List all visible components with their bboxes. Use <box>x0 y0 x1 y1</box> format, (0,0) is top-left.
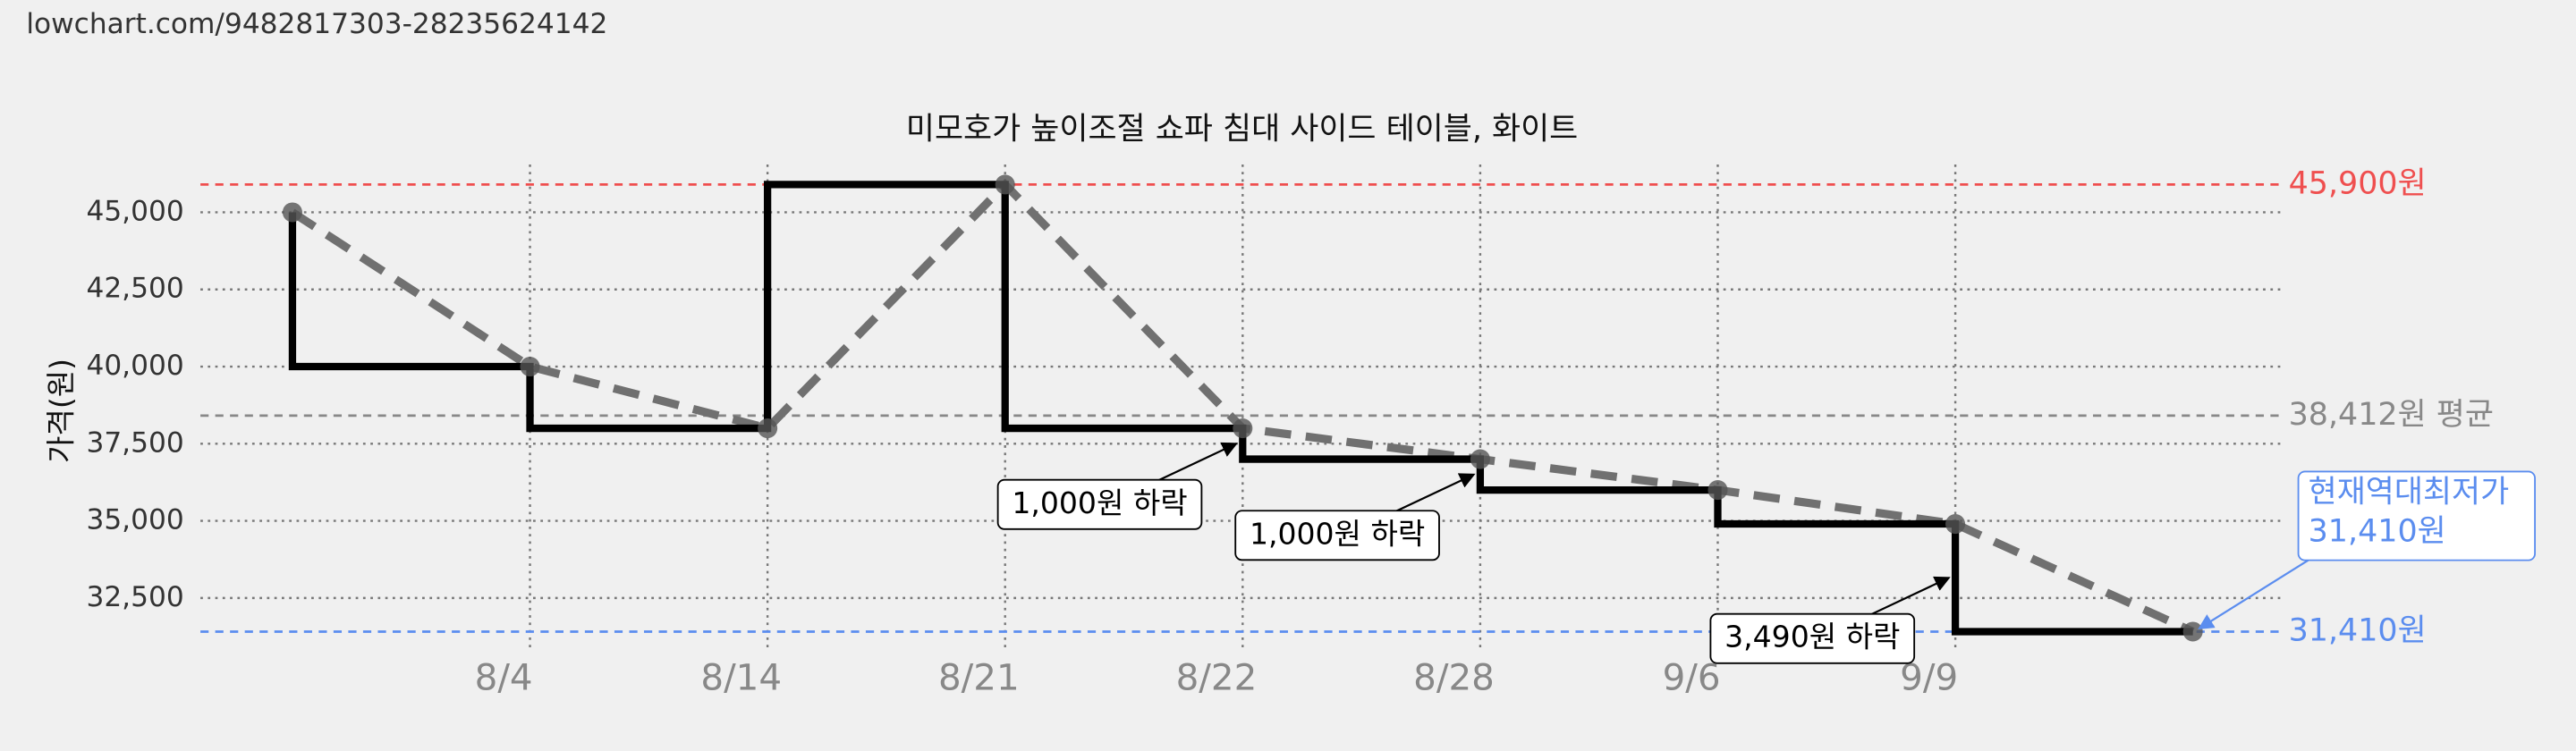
x-tick-label: 8/28 <box>1413 656 1495 699</box>
y-axis-label: 가격(원) <box>43 359 78 463</box>
y-tick-label: 45,000 <box>86 195 183 227</box>
x-tick-label: 8/21 <box>938 656 1020 699</box>
annotation-box <box>1234 510 1440 561</box>
price-point <box>1233 418 1253 439</box>
annotation-box <box>996 478 1203 530</box>
y-tick-label: 35,000 <box>86 504 183 536</box>
reference-label: 31,410원 <box>2289 612 2427 648</box>
callout-text: 31,410원 <box>2309 513 2446 549</box>
reference-label: 45,900원 <box>2289 165 2427 201</box>
callout-box <box>2297 470 2536 561</box>
annotation-box <box>1709 612 1916 664</box>
annotation-text: 1,000원 하락 <box>1250 516 1425 551</box>
y-tick-label: 32,500 <box>86 581 183 613</box>
callout-arrow <box>2198 559 2309 629</box>
price-point <box>1470 449 1490 469</box>
annotation-arrow <box>1860 576 1951 620</box>
price-point <box>520 357 540 377</box>
price-point <box>1707 480 1728 501</box>
y-tick-label: 37,500 <box>86 426 183 459</box>
price-point <box>995 174 1015 195</box>
annotation-arrow <box>1385 473 1476 517</box>
x-tick-label: 8/14 <box>700 656 782 699</box>
reference-label: 38,412원 평균 <box>2289 397 2494 433</box>
url: lowchart.com/9482817303-28235624142 <box>26 8 607 40</box>
callout-text: 현재역대최저가 <box>2309 474 2510 510</box>
chart-title: 미모호가 높이조절 쇼파 침대 사이드 테이블, 화이트 <box>906 111 1578 147</box>
y-tick-label: 40,000 <box>86 350 183 382</box>
annotation-text: 3,490원 하락 <box>1724 620 1900 654</box>
x-tick-label: 8/4 <box>475 656 533 699</box>
x-tick-label: 9/6 <box>1663 656 1721 699</box>
y-tick-label: 42,500 <box>86 273 183 305</box>
price-point <box>1945 514 1966 535</box>
price-point <box>758 418 778 439</box>
price-point <box>2182 621 2203 642</box>
annotation-arrow <box>1148 442 1238 486</box>
annotation-text: 1,000원 하락 <box>1012 485 1187 520</box>
x-tick-label: 8/22 <box>1176 656 1258 699</box>
price-point <box>282 202 302 223</box>
